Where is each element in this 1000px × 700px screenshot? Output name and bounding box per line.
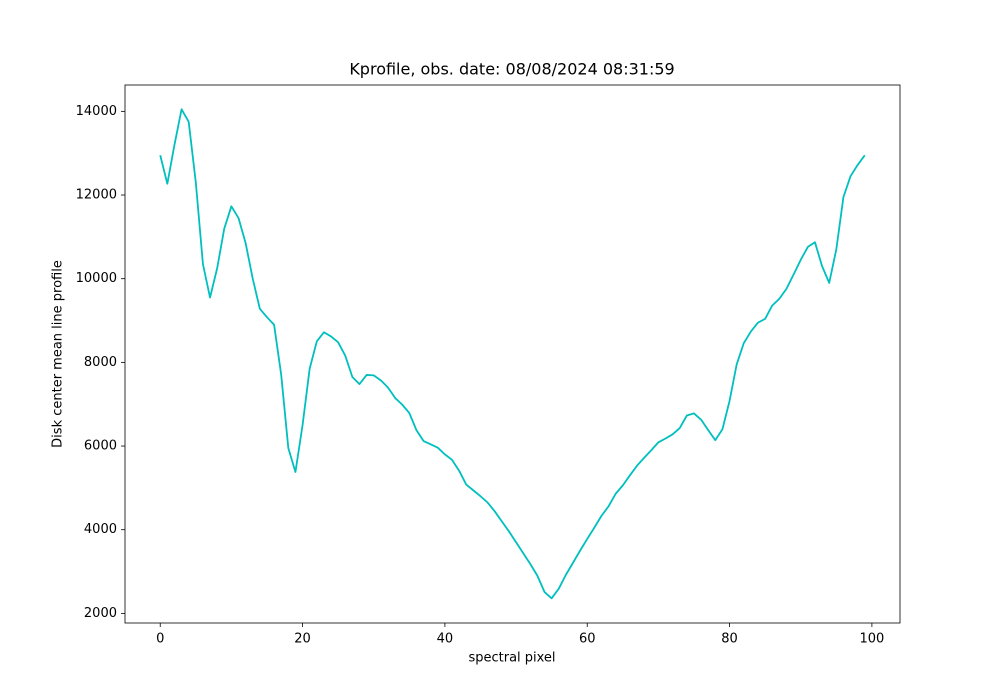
y-tick-label: 4000 xyxy=(84,522,117,537)
plot-area: 0 20 40 60 80 100 2000 4000 6000 8000 10000 12000 14… xyxy=(76,104,885,647)
chart-title: Kprofile, obs. date: 08/08/2024 08:31:59 xyxy=(349,60,674,79)
x-tick-label: 0 xyxy=(156,632,164,647)
x-tick-label: 60 xyxy=(579,632,596,647)
x-tick-label: 20 xyxy=(294,632,311,647)
x-tick-label: 80 xyxy=(721,632,738,647)
y-tick-label: 12000 xyxy=(76,188,117,203)
data-line xyxy=(159,108,866,600)
x-tick-label: 40 xyxy=(437,632,454,647)
y-tick-label: 6000 xyxy=(84,439,117,454)
y-tick-label: 2000 xyxy=(84,606,117,621)
y-tick-label: 10000 xyxy=(76,271,117,286)
y-tick-label: 8000 xyxy=(84,355,117,370)
x-tick-label: 100 xyxy=(859,632,884,647)
y-axis-label: Disk center mean line profile xyxy=(51,260,66,448)
x-axis-label: spectral pixel xyxy=(468,651,555,666)
y-tick-label: 14000 xyxy=(76,104,117,119)
axes-frame xyxy=(124,84,901,624)
